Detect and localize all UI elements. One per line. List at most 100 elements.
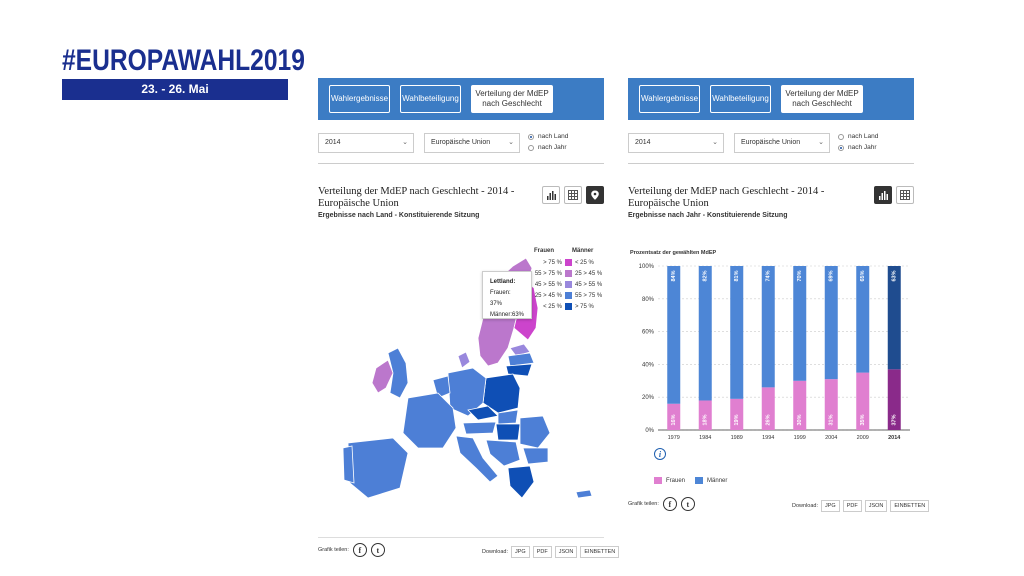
- share-label: Grafik teilen:: [318, 547, 349, 553]
- x-tick-label: 1999: [794, 435, 806, 441]
- radio-by-country[interactable]: nach Land: [838, 133, 878, 140]
- map-region-benelux[interactable]: [432, 375, 451, 399]
- x-tick-label: 2004: [825, 435, 837, 441]
- radio-by-year[interactable]: nach Jahr: [838, 144, 877, 151]
- tooltip-women: Frauen: 37%: [490, 290, 511, 307]
- map-region-romania[interactable]: [519, 415, 551, 449]
- map-region-slovakia[interactable]: [497, 409, 519, 425]
- table-view-button[interactable]: [564, 186, 582, 204]
- legend-row: 55 > 75 % 25 > 45 %: [534, 268, 602, 279]
- region-select[interactable]: Europäische Union ⌄: [734, 133, 830, 153]
- region-select-value: Europäische Union: [741, 139, 801, 146]
- twitter-icon[interactable]: t: [370, 543, 385, 557]
- download-jpg-button[interactable]: JPG: [821, 500, 840, 512]
- download-pdf-button[interactable]: PDF: [842, 500, 862, 512]
- chevron-down-icon: ⌄: [508, 139, 514, 146]
- data-label-women: 18%: [703, 414, 709, 425]
- tab-results[interactable]: Wahlergebnisse: [639, 85, 700, 113]
- radio-label: nach Jahr: [848, 144, 877, 151]
- tab-gender[interactable]: Verteilung der MdEP nach Geschlecht: [781, 85, 863, 113]
- chart-title: Verteilung der MdEP nach Geschlecht - 20…: [318, 186, 515, 209]
- bar-men: [761, 266, 775, 388]
- data-label-men: 63%: [892, 270, 898, 281]
- bar-chart: 0% 20% 40% 60% 80% 100% 16% 84% 1979 18% 82% 1984 19…: [639, 264, 910, 441]
- bar-women: [698, 400, 712, 430]
- bar-chart-view-button[interactable]: [542, 186, 560, 204]
- legend-row: < 25 % > 75 %: [534, 301, 602, 312]
- y-tick-label: 100%: [639, 264, 655, 270]
- radio-on-icon: [528, 133, 534, 140]
- x-tick-label: 1979: [668, 435, 680, 441]
- legend-men-range: 45 > 55 %: [575, 281, 603, 288]
- map-region-spain[interactable]: [347, 437, 409, 499]
- facebook-icon[interactable]: f: [662, 497, 677, 511]
- map-region-italy[interactable]: [455, 435, 499, 483]
- tab-results[interactable]: Wahlergebnisse: [329, 85, 390, 113]
- info-icon[interactable]: i: [654, 448, 666, 460]
- radio-off-icon: [528, 144, 534, 151]
- download-json-button[interactable]: JSON: [554, 546, 578, 558]
- divider: [318, 537, 604, 538]
- radio-label: nach Land: [848, 133, 879, 140]
- legend-men-range: < 25 %: [575, 259, 594, 266]
- x-tick-label: 2014: [888, 435, 901, 441]
- radio-on-icon: [838, 144, 844, 151]
- brand-title: #EUROPAWAHL2019: [62, 44, 305, 77]
- data-label-women: 37%: [892, 414, 898, 425]
- legend-row: > 75 % < 25 %: [534, 257, 602, 268]
- data-label-men: 65%: [860, 270, 866, 281]
- legend-swatch-men: [695, 477, 704, 484]
- map-region-hungary[interactable]: [495, 423, 521, 441]
- download-json-button[interactable]: JSON: [864, 500, 888, 512]
- map-region-denmark[interactable]: [457, 351, 471, 369]
- twitter-icon[interactable]: t: [680, 497, 695, 511]
- map-view-button[interactable]: [586, 186, 604, 204]
- data-label-men: 70%: [797, 270, 803, 281]
- region-select[interactable]: Europäische Union ⌄: [424, 133, 520, 153]
- bar-women: [730, 398, 744, 430]
- map-region-portugal[interactable]: [342, 445, 355, 484]
- tab-turnout[interactable]: Wahlbeteiligung: [710, 85, 771, 113]
- map-region-ireland[interactable]: [371, 359, 394, 394]
- tab-turnout[interactable]: Wahlbeteiligung: [400, 85, 461, 113]
- year-select[interactable]: 2014 ⌄: [628, 133, 724, 153]
- map-region-cyprus[interactable]: [575, 489, 593, 499]
- tab-gender[interactable]: Verteilung der MdEP nach Geschlecht: [471, 85, 553, 113]
- divider: [628, 163, 914, 164]
- bar-men: [887, 266, 901, 370]
- legend-women-range: 55 > 75 %: [534, 270, 562, 277]
- map-region-estonia[interactable]: [509, 343, 531, 357]
- radio-by-year[interactable]: nach Jahr: [528, 144, 567, 151]
- facebook-icon[interactable]: f: [352, 543, 367, 557]
- download-pdf-button[interactable]: PDF: [532, 546, 552, 558]
- bar-men: [793, 266, 807, 381]
- bar-men: [824, 266, 838, 380]
- tooltip-country: Lettland:: [490, 279, 516, 285]
- chevron-down-icon: ⌄: [402, 139, 408, 146]
- chart-title: Verteilung der MdEP nach Geschlecht - 20…: [628, 186, 825, 209]
- embed-button[interactable]: EINBETTEN: [580, 546, 620, 558]
- map-region-bulgaria[interactable]: [522, 447, 549, 465]
- download-jpg-button[interactable]: JPG: [511, 546, 530, 558]
- download-label: Download:: [482, 549, 508, 555]
- bar-women: [667, 403, 681, 430]
- bar-men: [730, 266, 744, 399]
- map-region-uk[interactable]: [387, 347, 409, 399]
- map-legend: Frauen Männer > 75 % < 25 % 55 > 75 % 25 > …: [534, 248, 602, 312]
- y-tick-label: 20%: [642, 395, 655, 401]
- bar-women: [887, 369, 901, 430]
- y-tick-label: 0%: [645, 428, 654, 434]
- map-region-austria[interactable]: [462, 421, 497, 435]
- radio-by-country[interactable]: nach Land: [528, 133, 568, 140]
- table-view-button[interactable]: [896, 186, 914, 204]
- map-region-latvia[interactable]: [507, 352, 535, 367]
- year-select[interactable]: 2014 ⌄: [318, 133, 414, 153]
- map-region-greece[interactable]: [507, 465, 535, 499]
- map-region-lithuania[interactable]: [505, 363, 533, 377]
- radio-label: nach Jahr: [538, 144, 567, 151]
- map-region-balkans[interactable]: [485, 439, 521, 467]
- bar-chart-view-button[interactable]: [874, 186, 892, 204]
- embed-button[interactable]: EINBETTEN: [890, 500, 930, 512]
- map-pin-icon: [591, 190, 599, 200]
- map-region-france[interactable]: [402, 392, 457, 449]
